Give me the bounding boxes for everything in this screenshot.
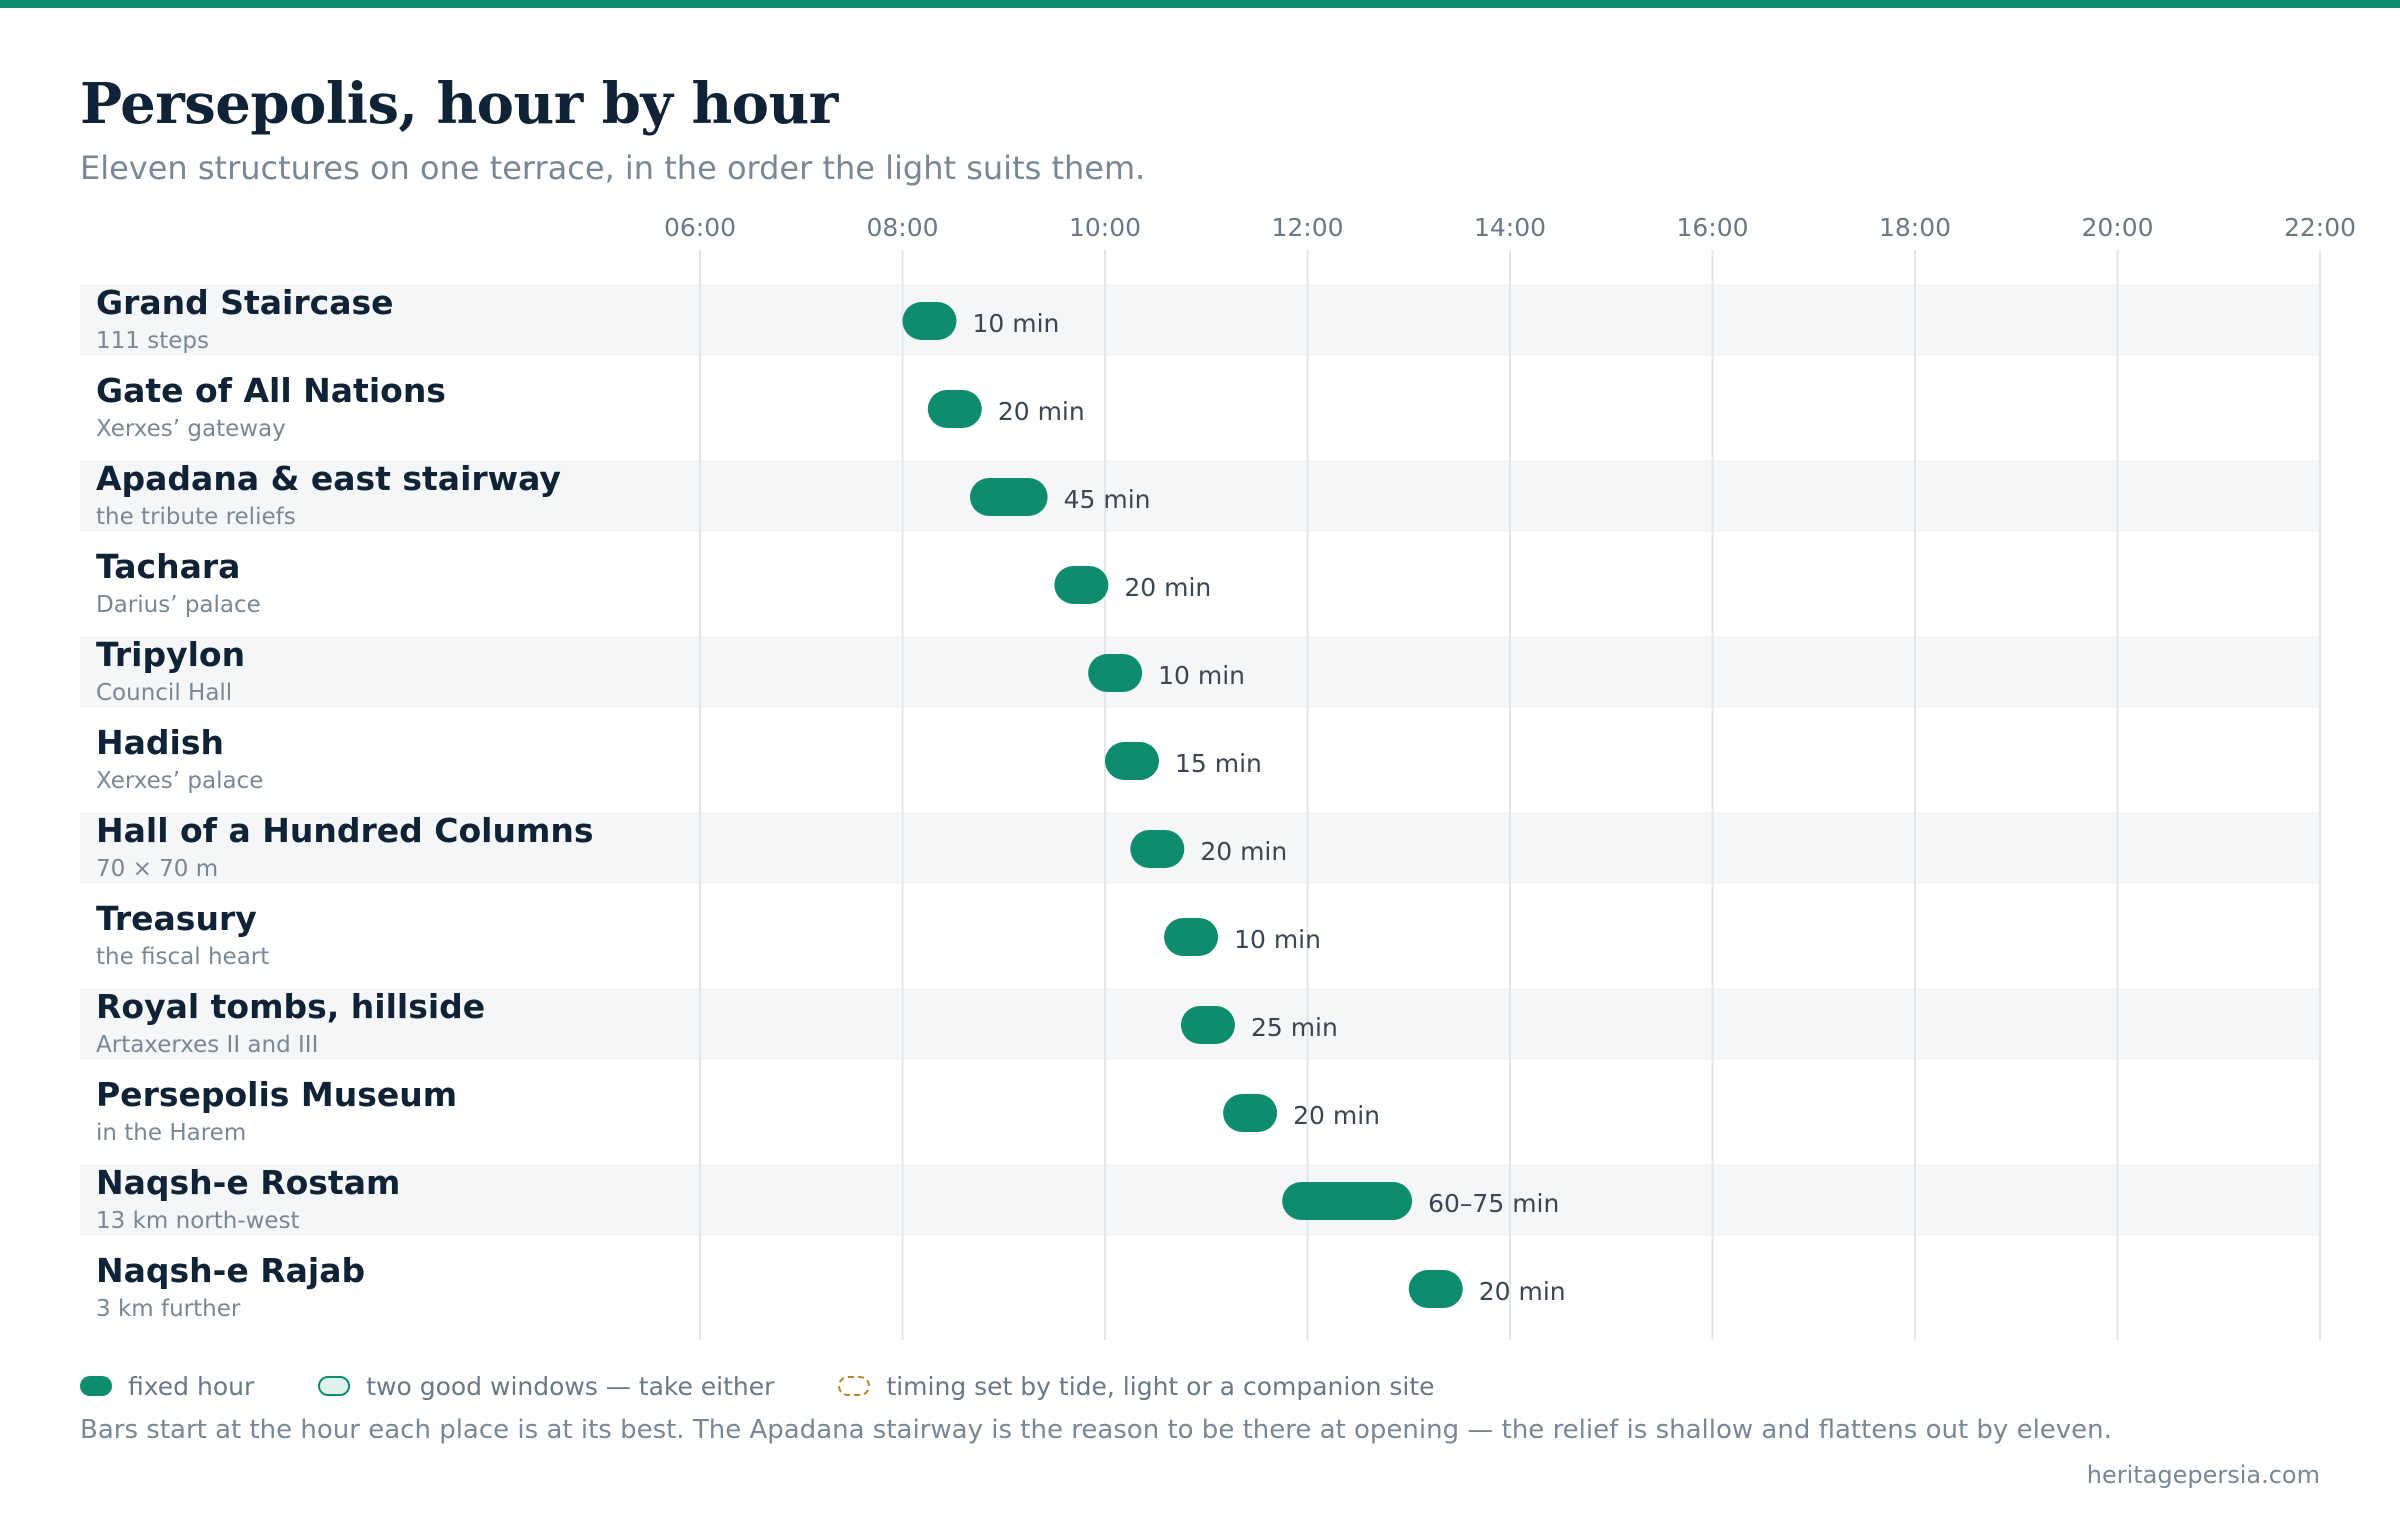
page-subtitle: Eleven structures on one terrace, in the…	[80, 149, 1146, 187]
duration-label: 20 min	[1124, 573, 1211, 602]
source-credit: heritagepersia.com	[2086, 1461, 2320, 1489]
legend: fixed hour two good windows — take eithe…	[80, 1368, 1499, 1404]
row-name: Naqsh-e Rostam	[96, 1163, 400, 1202]
timeline-bar	[1088, 654, 1143, 692]
duration-label: 20 min	[1479, 1277, 1566, 1306]
x-tick-label: 10:00	[1069, 213, 1141, 242]
timeline-bar	[1105, 742, 1159, 780]
timeline-bar	[1130, 830, 1185, 868]
x-tick-label: 12:00	[1271, 213, 1343, 242]
row-name: Royal tombs, hillside	[96, 987, 485, 1026]
row-note: Xerxes’ gateway	[96, 416, 286, 442]
row-note: Darius’ palace	[96, 592, 261, 618]
timeline-bar	[927, 390, 982, 428]
legend-item-flexible: timing set by tide, light or a companion…	[838, 1371, 1435, 1401]
legend-swatch-two-windows	[318, 1376, 351, 1396]
row-name: Grand Staircase	[96, 283, 393, 322]
row-note: 13 km north-west	[96, 1208, 300, 1234]
legend-swatch-flexible	[838, 1376, 871, 1396]
x-tick-label: 16:00	[1676, 213, 1748, 242]
duration-label: 20 min	[998, 397, 1085, 426]
page-title: Persepolis, hour by hour	[80, 71, 838, 137]
row-note: Xerxes’ palace	[96, 768, 263, 794]
row-name: Tripylon	[96, 635, 245, 674]
row-name: Tachara	[96, 547, 240, 586]
row-name: Hadish	[96, 723, 224, 762]
legend-item-two-windows: two good windows — take either	[318, 1372, 774, 1401]
row-name: Persepolis Museum	[96, 1075, 457, 1114]
x-tick-label: 20:00	[2081, 213, 2153, 242]
row-note: in the Harem	[96, 1120, 246, 1146]
footnote: Bars start at the hour each place is at …	[80, 1415, 2112, 1445]
timeline-bar	[1180, 1006, 1235, 1044]
row-name: Apadana & east stairway	[96, 459, 561, 498]
row-note: 70 × 70 m	[96, 856, 218, 882]
timeline-bar	[1408, 1270, 1463, 1308]
row-note: the tribute reliefs	[96, 504, 296, 530]
row-name: Treasury	[96, 899, 257, 938]
duration-label: 10 min	[973, 309, 1060, 338]
x-tick-label: 14:00	[1474, 213, 1546, 242]
row-name: Gate of All Nations	[96, 371, 446, 410]
row-stripe	[80, 636, 2320, 708]
row-note: 111 steps	[96, 328, 209, 354]
duration-label: 15 min	[1175, 749, 1262, 778]
row-stripe	[80, 460, 2320, 532]
duration-label: 20 min	[1293, 1101, 1380, 1130]
row-note: Council Hall	[96, 680, 232, 706]
timeline-bar	[1164, 918, 1219, 956]
duration-label: 25 min	[1251, 1013, 1338, 1042]
timeline-chart: 06:00 08:00 10:00 12:00 14:00 16:00 18:00 20:00…	[80, 213, 2357, 1340]
legend-label-two-windows: two good windows — take either	[366, 1371, 775, 1401]
x-tick-label: 06:00	[664, 213, 736, 242]
row-stripe	[80, 284, 2320, 356]
row-name: Naqsh-e Rajab	[96, 1251, 365, 1290]
duration-label: 60–75 min	[1428, 1189, 1559, 1218]
x-tick-label: 18:00	[1879, 213, 1951, 242]
legend-label-fixed: fixed hour	[128, 1371, 255, 1401]
top-accent-bar	[0, 0, 2400, 8]
x-tick-label: 08:00	[866, 213, 938, 242]
row-note: 3 km further	[96, 1296, 241, 1322]
timeline-bar	[1054, 566, 1109, 604]
duration-label: 10 min	[1158, 661, 1245, 690]
x-tick-label: 22:00	[2284, 213, 2356, 242]
row-stripe	[80, 1164, 2320, 1236]
legend-item-fixed: fixed hour	[80, 1372, 254, 1401]
row-note: the fiscal heart	[96, 944, 269, 970]
timeline-bar	[1223, 1094, 1278, 1132]
row-stripe	[80, 812, 2320, 884]
row-name: Hall of a Hundred Columns	[96, 811, 593, 850]
timeline-bar	[902, 302, 957, 340]
duration-label: 20 min	[1200, 837, 1287, 866]
timeline-bar	[970, 478, 1048, 516]
duration-label: 45 min	[1064, 485, 1151, 514]
timeline-bar	[1282, 1182, 1413, 1220]
duration-label: 10 min	[1234, 925, 1321, 954]
legend-swatch-fixed	[80, 1376, 112, 1396]
legend-label-flexible: timing set by tide, light or a companion…	[886, 1371, 1435, 1401]
row-note: Artaxerxes II and III	[96, 1032, 318, 1058]
